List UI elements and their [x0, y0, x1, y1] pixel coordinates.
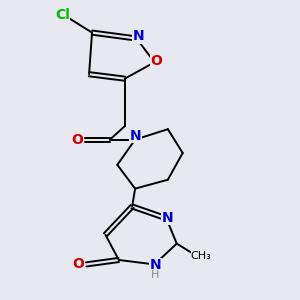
Text: CH₃: CH₃	[191, 250, 212, 260]
Text: N: N	[132, 29, 144, 43]
Text: N: N	[149, 258, 161, 272]
Text: N: N	[161, 211, 173, 225]
Text: O: O	[72, 257, 84, 272]
Text: Cl: Cl	[55, 8, 70, 22]
Text: N: N	[129, 129, 141, 143]
Text: O: O	[151, 54, 163, 68]
Text: O: O	[71, 133, 83, 147]
Text: H: H	[151, 270, 160, 280]
